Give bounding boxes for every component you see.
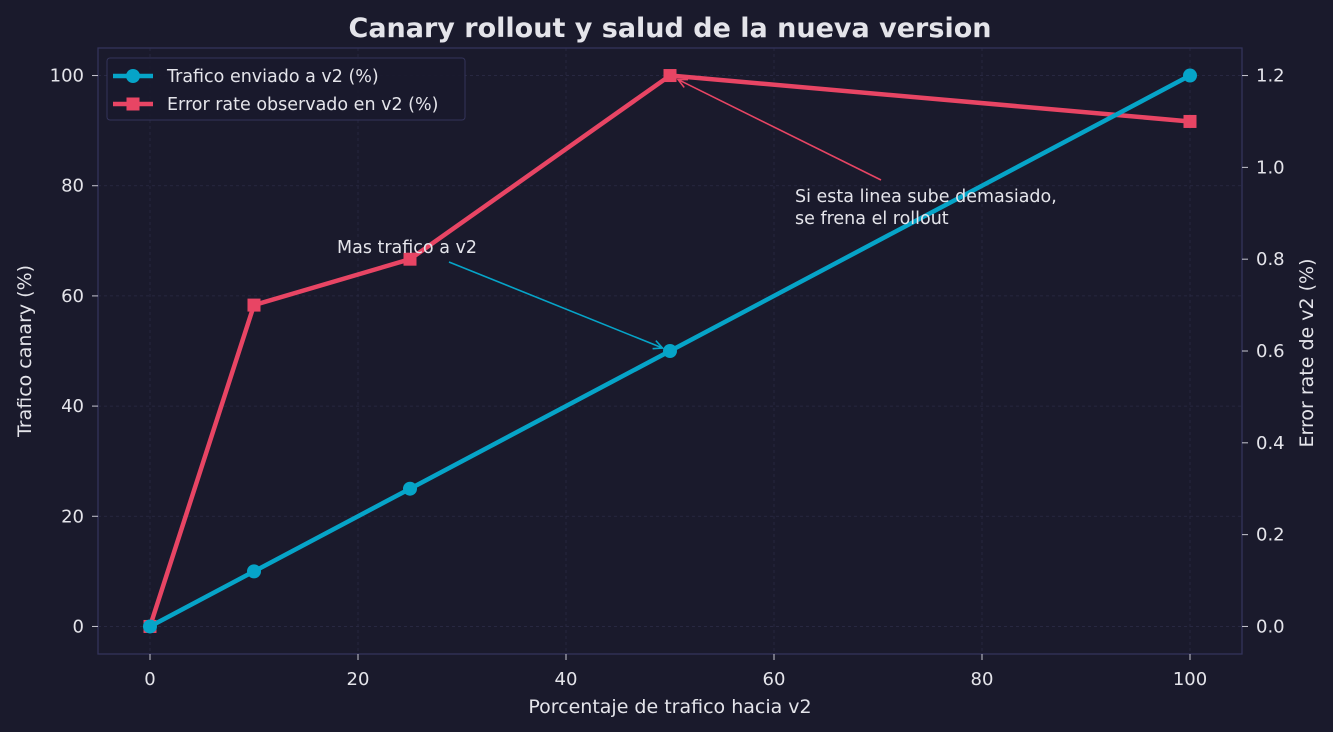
right-y-axis-label: Error rate de v2 (%)	[1296, 258, 1318, 447]
series-layer	[143, 68, 1197, 634]
annotation-1: Si esta linea sube demasiado, se frena el…	[676, 78, 1057, 229]
x-tick-label: 40	[555, 669, 578, 690]
annotation-text-line: Mas trafico a v2	[337, 238, 477, 258]
x-tick-label: 80	[971, 669, 994, 690]
annotation-text-line: se frena el rollout	[795, 209, 949, 229]
data-point-circle	[403, 481, 417, 496]
data-point-circle	[247, 564, 261, 579]
data-point-circle	[1183, 68, 1197, 83]
x-tick-label: 0	[144, 669, 155, 690]
data-point-square	[247, 298, 261, 312]
annotation-0: Mas trafico a v2	[337, 238, 665, 350]
left-y-tick-label: 20	[61, 506, 84, 527]
right-y-tick-label: 0.6	[1256, 341, 1285, 362]
annotation-arrow-line	[448, 261, 663, 349]
right-y-tick-label: 0.8	[1256, 249, 1285, 270]
annotation-arrow-line	[677, 78, 882, 181]
right-y-tick-label: 0.2	[1256, 525, 1285, 546]
annotation-arrow-head	[676, 78, 689, 88]
left-y-tick-label: 80	[61, 176, 84, 197]
annotation-text: Mas trafico a v2	[337, 238, 477, 258]
right-y-axis-ticks: 0.0 0.2 0.4 0.6 0.8 1.0 1.2	[1242, 66, 1285, 637]
left-y-tick-label: 60	[61, 286, 84, 307]
right-y-tick-label: 0.4	[1256, 433, 1285, 454]
legend-marker-square	[126, 97, 140, 111]
annotation-text: Si esta linea sube demasiado, se frena el…	[795, 187, 1057, 229]
legend-label: Error rate observado en v2 (%)	[167, 95, 438, 115]
series-0	[143, 68, 1197, 634]
annotation-text-line: Si esta linea sube demasiado,	[795, 187, 1057, 207]
left-y-tick-label: 100	[50, 66, 84, 87]
data-point-circle	[143, 619, 157, 634]
left-y-tick-label: 40	[61, 396, 84, 417]
annotation-layer: Mas trafico a v2 Si esta linea sube demas…	[337, 78, 1057, 350]
legend: Trafico enviado a v2 (%) Error rate obser…	[106, 57, 466, 121]
data-point-circle	[663, 344, 677, 358]
legend-entry-1: Error rate observado en v2 (%)	[113, 95, 438, 115]
x-axis-label: Porcentaje de trafico hacia v2	[528, 696, 811, 718]
left-y-axis-label: Trafico canary (%)	[14, 265, 36, 438]
legend-box	[106, 57, 466, 121]
x-tick-label: 100	[1173, 669, 1207, 690]
left-y-axis-ticks: 0 20 40 60 80 100	[50, 66, 98, 637]
legend-entry-0: Trafico enviado a v2 (%)	[113, 67, 379, 87]
x-axis-ticks: 0 20 40 60 80 100	[144, 654, 1207, 690]
x-tick-label: 20	[347, 669, 370, 690]
right-y-tick-label: 1.2	[1256, 66, 1285, 87]
annotation-arrow-head	[652, 340, 665, 350]
legend-label: Trafico enviado a v2 (%)	[166, 67, 379, 87]
data-point-square	[403, 252, 417, 266]
right-y-tick-label: 1.0	[1256, 157, 1285, 178]
legend-marker-circle	[126, 69, 140, 83]
right-y-tick-label: 0.0	[1256, 616, 1285, 637]
chart-title: Canary rollout y salud de la nueva versi…	[349, 13, 992, 44]
x-tick-label: 60	[763, 669, 786, 690]
data-point-square	[663, 69, 677, 83]
left-y-tick-label: 0	[73, 616, 84, 637]
data-point-square	[1183, 114, 1197, 128]
